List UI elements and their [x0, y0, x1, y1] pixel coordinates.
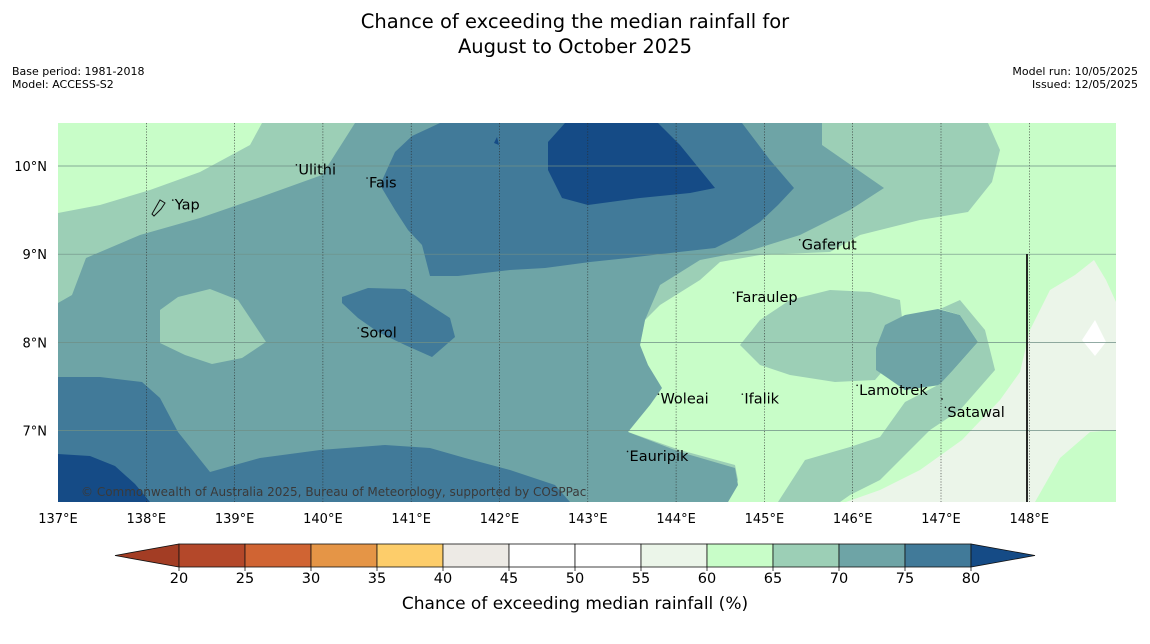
colorbar-over-arrow [970, 543, 1036, 568]
colorbar-bin [574, 543, 642, 568]
colorbar-tick-label: 65 [764, 571, 782, 587]
longitude-tick-label: 142°E [480, 512, 520, 527]
island-marker [798, 238, 801, 241]
longitude-tick-label: 148°E [1010, 512, 1050, 527]
colorbar-tick-label: 75 [896, 571, 914, 587]
meta-left: Base period: 1981-2018 Model: ACCESS-S2 [12, 65, 144, 91]
island-label: Sorol [360, 325, 397, 341]
island-label: Fais [369, 176, 396, 192]
base-period-text: Base period: 1981-2018 [12, 65, 145, 78]
contour-band-80-plus-southwest [58, 454, 150, 502]
island-label: Yap [174, 198, 200, 214]
longitude-tick-label: 144°E [656, 512, 696, 527]
longitude-tick-label: 146°E [833, 512, 873, 527]
island-marker [357, 327, 360, 329]
island-label: Lamotrek [859, 383, 928, 399]
contour-band-80-plus-top-fleck [494, 137, 499, 145]
contour-band-55-60 [846, 260, 1116, 502]
contour-band-70-75-east [876, 309, 978, 390]
contour-band-65-70-south [778, 300, 995, 502]
island-marker [944, 406, 947, 409]
island-label: Ifalik [744, 392, 779, 408]
contour-band-65-70-island-west [160, 289, 266, 364]
colorbar-bin [178, 543, 246, 568]
colorbar-bin [508, 543, 576, 568]
colorbar-bin [376, 543, 444, 568]
colorbar-tick-label: 20 [170, 571, 188, 587]
longitude-tick-label: 147°E [921, 512, 961, 527]
copyright-text: © Commonwealth of Australia 2025, Bureau… [81, 485, 586, 499]
contour-band-65-70-east [740, 290, 905, 382]
issued-text: Issued: 12/05/2025 [1031, 78, 1138, 91]
island-labels: Yap Ulithi Fais Gaferut Faraulep Sorol Lamotre… [171, 162, 1005, 465]
yap-island-outline [151, 199, 166, 217]
longitude-tick-label: 141°E [391, 512, 431, 527]
colorbar-tick-label: 55 [632, 571, 650, 587]
longitude-tick-label: 138°E [127, 512, 167, 527]
title-line-2: August to October 2025 [457, 35, 693, 58]
model-text: Model: ACCESS-S2 [12, 78, 114, 91]
title-line-1: Chance of exceeding the median rainfall … [360, 10, 790, 33]
colorbar-bin [904, 543, 972, 568]
colorbar-bin [838, 543, 906, 568]
contour-band-80-plus [548, 123, 715, 205]
island-marker [295, 164, 298, 166]
meta-right: Model run: 10/05/2025 Issued: 12/05/2025 [1012, 65, 1138, 91]
colorbar-tick-label: 40 [434, 571, 452, 587]
model-run-text: Model run: 10/05/2025 [1012, 65, 1138, 78]
map-title: Chance of exceeding the median rainfall … [0, 9, 1150, 59]
latitude-tick-label: 8°N [23, 336, 48, 351]
island-label: Satawal [947, 405, 1004, 421]
colorbar-tick-label: 30 [302, 571, 320, 587]
colorbar-bin [706, 543, 774, 568]
latitude-tick-label: 7°N [23, 425, 48, 440]
colorbar-under-arrow [114, 543, 180, 568]
colorbar-tick-label: 35 [368, 571, 386, 587]
island-marker [171, 199, 174, 201]
longitude-tick-label: 143°E [568, 512, 608, 527]
contour-band-75-80-sorol [342, 288, 455, 357]
contour-band-75-80-southwest [58, 377, 570, 502]
islet-dot [941, 398, 943, 400]
colorbar-tick-label: 70 [830, 571, 848, 587]
island-label: Gaferut [802, 237, 857, 253]
rainfall-contour-map [58, 123, 1116, 502]
island-label: Faraulep [735, 290, 797, 306]
island-label: Eauripik [630, 449, 689, 465]
island-marker [741, 393, 744, 395]
longitude-tick-labels: 137°E 138°E 139°E 140°E 141°E 142°E 143°E 144°E… [38, 512, 1049, 527]
colorbar-tick-label: 80 [962, 571, 980, 587]
island-marker [732, 291, 735, 294]
island-marker [366, 177, 368, 179]
colorbar-tick-label: 45 [500, 571, 518, 587]
latitude-tick-label: 10°N [14, 160, 47, 175]
longitude-tick-label: 145°E [745, 512, 785, 527]
island-label: Ulithi [298, 162, 336, 178]
map-gridlines [58, 123, 1116, 502]
latitude-tick-label: 9°N [23, 248, 48, 263]
colorbar-bin [310, 543, 378, 568]
colorbar-bin [772, 543, 840, 568]
colorbar-tick-label: 60 [698, 571, 716, 587]
colorbar-bin [244, 543, 312, 568]
colorbar: 20 25 30 35 40 45 50 55 60 65 70 75 80 [114, 543, 1036, 587]
latitude-tick-labels: 10°N 9°N 8°N 7°N [14, 160, 47, 440]
island-marker [657, 393, 660, 395]
colorbar-title: Chance of exceeding median rainfall (%) [401, 594, 749, 614]
colorbar-tick-label: 50 [566, 571, 584, 587]
island-marker [626, 450, 629, 453]
longitude-tick-label: 137°E [38, 512, 78, 527]
colorbar-tick-label: 25 [236, 571, 254, 587]
island-label: Woleai [660, 392, 708, 408]
colorbar-bin [640, 543, 708, 568]
colorbar-bin [442, 543, 510, 568]
longitude-tick-label: 139°E [215, 512, 255, 527]
island-marker [856, 384, 858, 387]
longitude-tick-label: 140°E [303, 512, 343, 527]
contour-band-50-55-east [1082, 320, 1106, 356]
